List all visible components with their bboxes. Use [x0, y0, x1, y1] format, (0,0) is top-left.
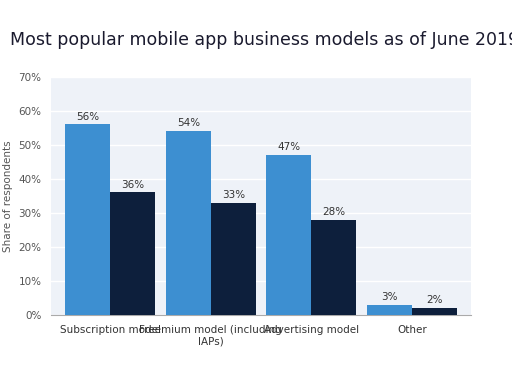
Bar	[311, 220, 356, 315]
Text: 28%: 28%	[322, 207, 346, 217]
Text: 3%: 3%	[381, 292, 398, 302]
Bar	[166, 131, 211, 315]
Text: 56%: 56%	[76, 112, 99, 122]
Text: 2%: 2%	[426, 295, 443, 305]
Text: Most popular mobile app business models as of June 2019: Most popular mobile app business models …	[10, 31, 512, 49]
Y-axis label: Share of respondents: Share of respondents	[3, 140, 13, 252]
Bar	[211, 203, 256, 315]
Bar	[266, 155, 311, 315]
Text: 47%: 47%	[278, 142, 301, 152]
Bar	[66, 124, 110, 315]
Text: 33%: 33%	[222, 190, 245, 200]
Text: 36%: 36%	[121, 180, 144, 190]
Text: 54%: 54%	[177, 119, 200, 129]
Bar	[110, 192, 155, 315]
Bar	[367, 305, 412, 315]
Bar	[412, 308, 457, 315]
